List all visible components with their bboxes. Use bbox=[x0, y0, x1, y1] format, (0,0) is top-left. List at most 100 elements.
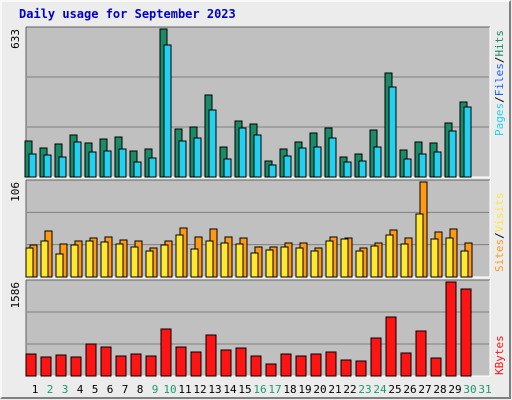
files-bar-day-29 bbox=[448, 130, 457, 178]
hits-max-label: 633 bbox=[9, 29, 22, 49]
kbytes-bar-day-19 bbox=[295, 355, 307, 377]
files-bar-day-4 bbox=[73, 141, 82, 178]
kbytes-bar-day-11 bbox=[175, 346, 187, 377]
sites-bar-day-14 bbox=[220, 242, 229, 278]
day-label-21: 21 bbox=[328, 383, 341, 396]
files-bar-day-17 bbox=[268, 164, 277, 178]
day-label-2: 2 bbox=[47, 383, 54, 396]
kbytes-bar-day-3 bbox=[55, 354, 67, 377]
day-label-10: 10 bbox=[163, 383, 176, 396]
kbytes-bar-day-4 bbox=[70, 356, 82, 377]
kbytes-bar-day-13 bbox=[205, 334, 217, 377]
files-bar-day-9 bbox=[148, 157, 157, 178]
kbytes-bar-day-24 bbox=[370, 337, 382, 377]
sites-bar-day-15 bbox=[235, 243, 244, 278]
files-bar-day-15 bbox=[238, 127, 247, 178]
files-bar-day-24 bbox=[373, 146, 382, 178]
sites-bar-day-8 bbox=[130, 246, 139, 278]
kbytes-bar-day-23 bbox=[355, 360, 367, 377]
day-label-13: 13 bbox=[208, 383, 221, 396]
kbytes-bar-day-25 bbox=[385, 316, 397, 377]
kbytes-max-label: 1586 bbox=[9, 282, 22, 309]
kbytes-bar-day-27 bbox=[415, 330, 427, 377]
sites-bar-day-1 bbox=[25, 247, 34, 278]
files-bar-day-13 bbox=[208, 109, 217, 178]
hits-legend: Pages/Files/Hits bbox=[493, 30, 506, 136]
sites-bar-day-16 bbox=[250, 252, 259, 278]
kbytes-bar-day-15 bbox=[235, 347, 247, 377]
kbytes-bar-day-18 bbox=[280, 353, 292, 377]
kbytes-bar-day-7 bbox=[115, 355, 127, 377]
sites-bar-day-2 bbox=[40, 240, 49, 278]
visits-legend-part: Sites bbox=[493, 239, 506, 272]
day-label-18: 18 bbox=[283, 383, 296, 396]
sites-bar-day-17 bbox=[265, 249, 274, 278]
kbytes-bar-day-12 bbox=[190, 351, 202, 377]
sites-bar-day-19 bbox=[295, 247, 304, 278]
kbytes-bar-day-22 bbox=[340, 359, 352, 377]
files-bar-day-1 bbox=[28, 153, 37, 178]
files-bar-day-21 bbox=[328, 137, 337, 178]
visits-legend-part: Visits bbox=[493, 193, 506, 233]
visits-legend: Sites/Visits bbox=[493, 193, 506, 273]
day-label-16: 16 bbox=[253, 383, 266, 396]
day-label-4: 4 bbox=[77, 383, 84, 396]
files-bar-day-10 bbox=[163, 44, 172, 178]
sites-bar-day-25 bbox=[385, 234, 394, 278]
kbytes-bar-day-20 bbox=[310, 353, 322, 377]
sites-bar-day-27 bbox=[415, 213, 424, 278]
day-label-17: 17 bbox=[268, 383, 281, 396]
files-bar-day-18 bbox=[283, 155, 292, 178]
files-bar-day-25 bbox=[388, 86, 397, 178]
sites-bar-day-5 bbox=[85, 240, 94, 278]
day-label-3: 3 bbox=[62, 383, 69, 396]
hits-legend-part: Files bbox=[493, 63, 506, 96]
visits-legend-part: / bbox=[493, 232, 506, 239]
day-label-12: 12 bbox=[193, 383, 206, 396]
day-label-29: 29 bbox=[448, 383, 461, 396]
sites-bar-day-10 bbox=[160, 244, 169, 278]
kbytes-bar-day-16 bbox=[250, 355, 262, 377]
day-label-30: 30 bbox=[463, 383, 476, 396]
day-label-7: 7 bbox=[122, 383, 129, 396]
kbytes-bar-day-5 bbox=[85, 343, 97, 377]
files-bar-day-20 bbox=[313, 146, 322, 178]
files-bar-day-8 bbox=[133, 161, 142, 178]
hits-legend-part: Hits bbox=[493, 30, 506, 57]
sites-bar-day-28 bbox=[430, 238, 439, 278]
hits-legend-part: Pages bbox=[493, 103, 506, 136]
files-bar-day-5 bbox=[88, 151, 97, 178]
sites-bar-day-4 bbox=[70, 244, 79, 278]
sites-bar-day-12 bbox=[190, 248, 199, 278]
files-bar-day-27 bbox=[418, 153, 427, 178]
sites-bar-day-20 bbox=[310, 250, 319, 278]
files-bar-day-16 bbox=[253, 134, 262, 178]
files-bar-day-12 bbox=[193, 137, 202, 178]
day-label-28: 28 bbox=[433, 383, 446, 396]
sites-bar-day-6 bbox=[100, 241, 109, 278]
day-label-5: 5 bbox=[92, 383, 99, 396]
kbytes-legend: KBytes bbox=[493, 335, 506, 375]
day-label-9: 9 bbox=[152, 383, 159, 396]
sites-bar-day-18 bbox=[280, 246, 289, 278]
kbytes-bar-day-8 bbox=[130, 353, 142, 377]
sites-bar-day-11 bbox=[175, 234, 184, 278]
files-bar-day-30 bbox=[463, 106, 472, 178]
files-bar-day-23 bbox=[358, 160, 367, 178]
kbytes-bar-day-14 bbox=[220, 349, 232, 377]
sites-bar-day-3 bbox=[55, 253, 64, 278]
day-label-31: 31 bbox=[478, 383, 491, 396]
sites-bar-day-23 bbox=[355, 250, 364, 278]
files-bar-day-3 bbox=[58, 156, 67, 178]
sites-bar-day-30 bbox=[460, 250, 469, 278]
kbytes-bar-day-9 bbox=[145, 355, 157, 377]
sites-bar-day-21 bbox=[325, 240, 334, 278]
sites-bar-day-13 bbox=[205, 240, 214, 278]
chart-title: Daily usage for September 2023 bbox=[19, 7, 236, 21]
sites-bar-day-29 bbox=[445, 237, 454, 278]
kbytes-bar-day-28 bbox=[430, 357, 442, 377]
day-label-15: 15 bbox=[238, 383, 251, 396]
sites-bar-day-24 bbox=[370, 245, 379, 278]
